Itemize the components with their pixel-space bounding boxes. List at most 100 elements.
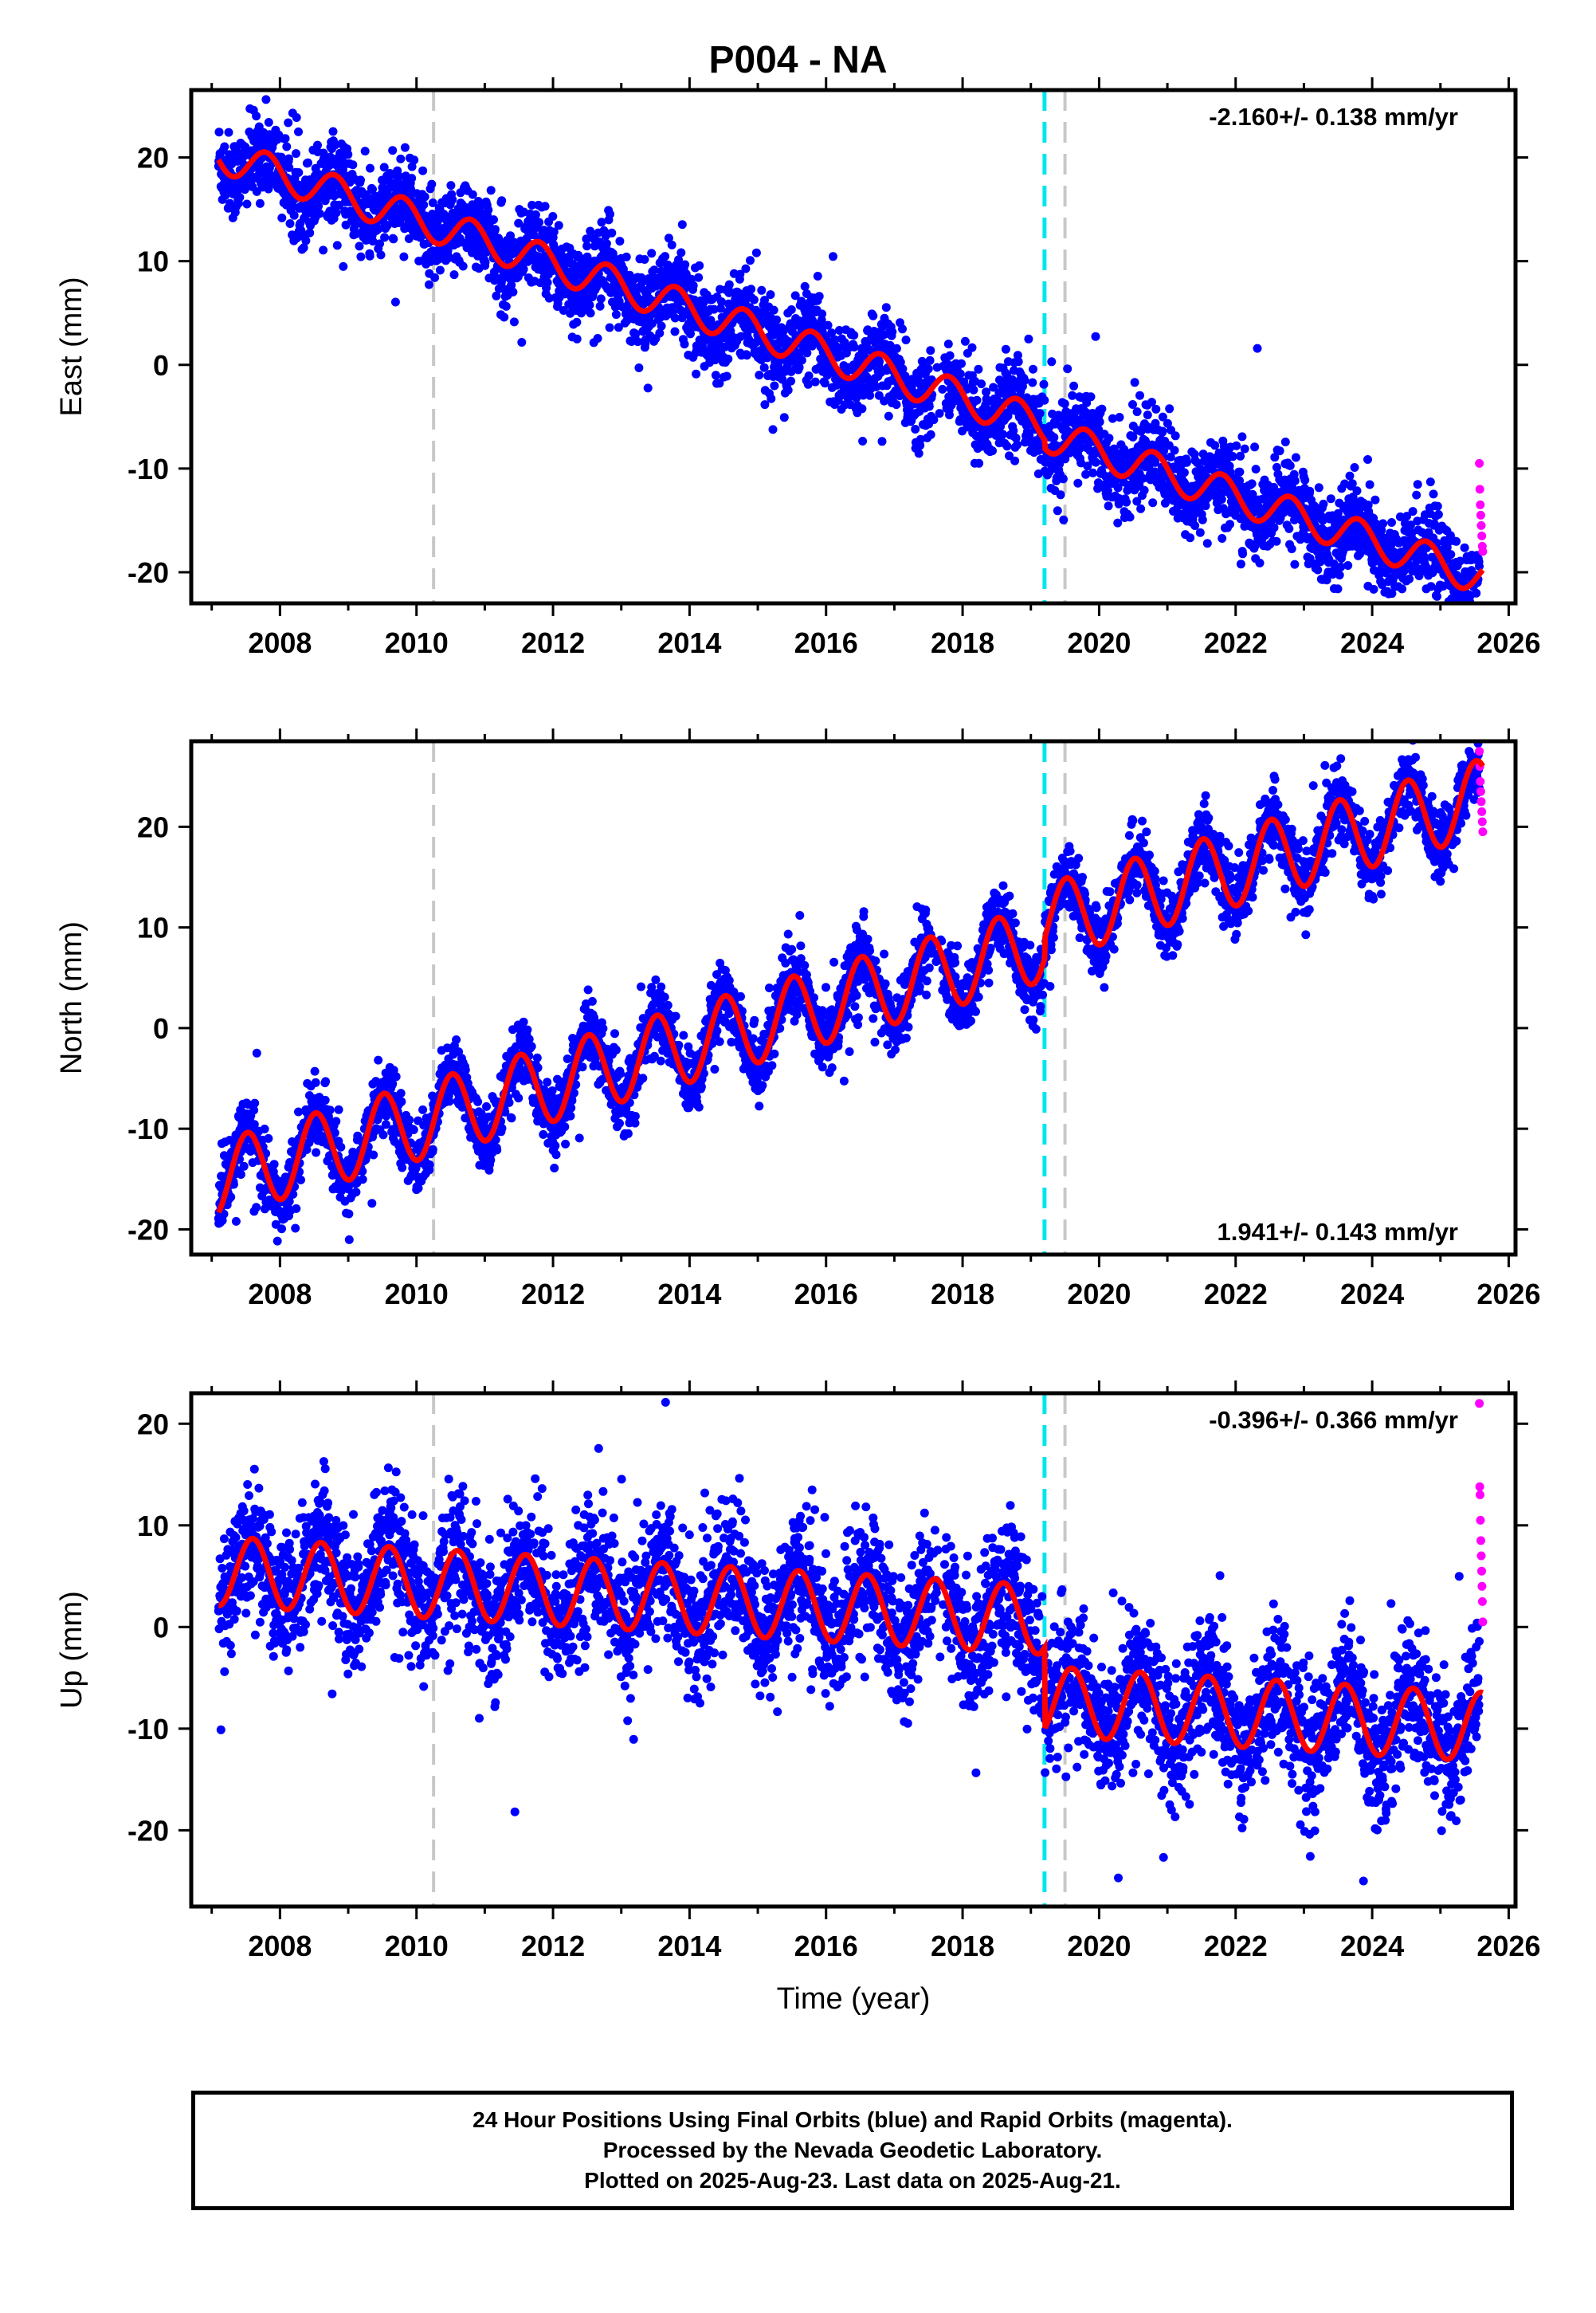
final-point xyxy=(938,384,947,394)
final-point xyxy=(810,377,820,387)
final-point xyxy=(379,163,389,172)
final-point xyxy=(988,446,997,456)
final-point xyxy=(849,331,859,340)
final-point xyxy=(276,152,286,162)
final-point xyxy=(670,313,680,323)
final-point xyxy=(343,150,353,159)
final-point xyxy=(1329,559,1339,568)
x-tick-label: 2026 xyxy=(1476,626,1540,659)
final-point xyxy=(381,1120,390,1129)
final-point xyxy=(1465,619,1473,628)
final-point xyxy=(1182,457,1191,467)
final-point xyxy=(804,371,814,380)
final-point xyxy=(634,363,644,372)
final-point xyxy=(1429,489,1438,499)
final-point xyxy=(280,134,290,143)
final-point xyxy=(767,394,776,403)
final-point xyxy=(449,270,459,280)
final-point xyxy=(1284,524,1294,533)
final-point xyxy=(1069,381,1079,391)
final-point xyxy=(1300,475,1310,485)
final-point xyxy=(957,359,966,368)
final-point xyxy=(430,273,440,282)
final-point xyxy=(404,234,414,243)
final-point xyxy=(1158,412,1167,422)
final-point xyxy=(1232,441,1241,450)
final-point xyxy=(1437,662,1445,670)
final-point xyxy=(1313,565,1323,575)
final-point xyxy=(1414,571,1424,580)
x-tick-label: 2012 xyxy=(521,626,585,659)
final-point xyxy=(468,190,477,199)
final-point xyxy=(389,234,398,244)
final-point xyxy=(1210,441,1220,450)
final-point xyxy=(239,1161,249,1171)
final-point xyxy=(1240,444,1249,454)
final-point xyxy=(607,228,617,238)
final-point xyxy=(1377,525,1386,535)
final-point xyxy=(715,379,724,388)
final-point xyxy=(969,385,978,395)
final-point xyxy=(368,185,377,194)
final-point xyxy=(982,387,991,397)
final-point xyxy=(367,1199,377,1208)
final-point xyxy=(509,317,519,327)
final-point xyxy=(396,1089,406,1098)
final-point xyxy=(1314,483,1323,493)
final-point xyxy=(310,1066,320,1076)
final-point xyxy=(428,1145,437,1154)
final-point xyxy=(1010,456,1020,465)
final-point xyxy=(677,220,687,230)
final-point xyxy=(1171,431,1180,441)
final-point xyxy=(622,316,631,326)
final-point xyxy=(755,371,764,380)
final-point xyxy=(670,327,680,336)
final-point xyxy=(724,288,734,297)
final-point xyxy=(1472,588,1481,598)
final-point xyxy=(1190,521,1200,530)
final-point xyxy=(391,1072,401,1082)
final-point xyxy=(399,252,409,261)
final-point xyxy=(508,287,518,296)
final-point xyxy=(605,323,614,332)
final-point xyxy=(378,1130,388,1140)
final-point xyxy=(1438,581,1448,591)
final-point xyxy=(1363,501,1373,510)
final-point xyxy=(1135,391,1144,400)
final-point xyxy=(1201,501,1210,511)
final-point xyxy=(865,391,875,400)
final-point xyxy=(1086,392,1096,402)
final-point xyxy=(877,437,887,446)
final-point xyxy=(1285,461,1295,470)
final-point xyxy=(224,128,233,137)
final-point xyxy=(1363,455,1372,464)
final-point xyxy=(779,326,789,336)
final-point xyxy=(311,1078,320,1087)
final-point xyxy=(857,404,867,414)
final-point xyxy=(1250,442,1260,452)
final-point xyxy=(722,371,731,381)
final-point xyxy=(925,355,935,365)
final-point xyxy=(284,154,293,163)
final-point xyxy=(1333,509,1343,518)
final-point xyxy=(443,245,453,255)
final-point xyxy=(593,334,602,343)
final-point xyxy=(1013,440,1022,450)
final-point xyxy=(497,196,507,206)
final-point xyxy=(425,1160,434,1169)
final-point xyxy=(314,202,324,211)
final-point xyxy=(989,383,998,392)
final-point xyxy=(543,278,552,287)
final-point xyxy=(1413,480,1422,489)
final-point xyxy=(289,210,299,220)
final-orbit-points-north xyxy=(214,741,1484,1246)
plot-frame xyxy=(189,88,1518,606)
final-point xyxy=(967,343,977,352)
final-point xyxy=(676,248,686,257)
final-point xyxy=(914,449,923,458)
final-point xyxy=(282,142,292,151)
final-point xyxy=(1002,442,1012,451)
final-point xyxy=(688,281,698,290)
final-point xyxy=(717,297,726,307)
final-point xyxy=(1039,379,1049,389)
